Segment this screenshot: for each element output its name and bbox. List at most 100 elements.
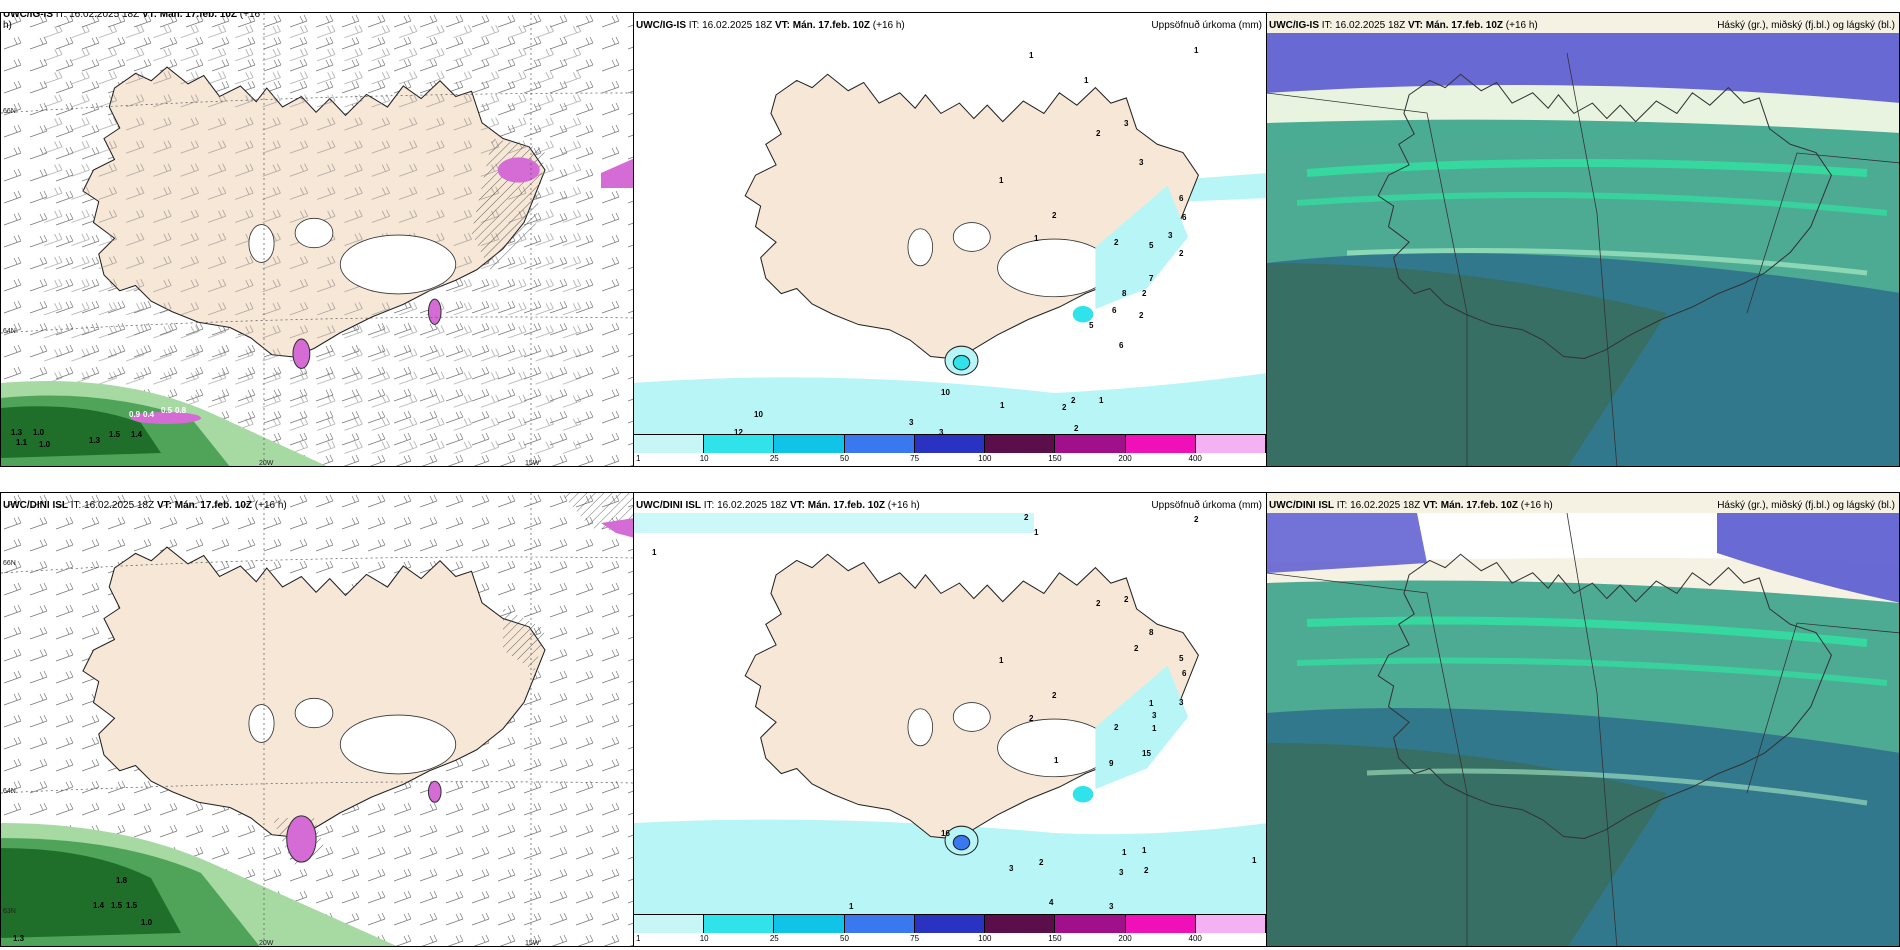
model-name: UWC/DINI ISL [1269, 500, 1334, 511]
panel-bottom-middle-precip: 2 2 1 1 2 2 8 1 5 6 2 1 3 2 3 1 9 15 2 1… [633, 492, 1267, 947]
colorbar-label: 400 [1188, 934, 1202, 943]
lead-time: (+16 [239, 12, 261, 20]
value-label: 1 [1194, 46, 1199, 55]
panel-bottom-right-clouds: UWC/DINI ISL IT: 16.02.2025 18Z VT: Mán.… [1266, 492, 1900, 947]
field-label: Uppsöfnuð úrkoma (mm) [1151, 500, 1262, 511]
value-label: 3 [1119, 868, 1124, 877]
value-label: 3 [1179, 698, 1184, 707]
lead-time: (+16 h) [872, 20, 905, 31]
value-label: 1.5 [109, 430, 121, 439]
value-label: 3 [1152, 711, 1157, 720]
value-label: 2 [1114, 238, 1119, 247]
cloud-map [1267, 13, 1899, 466]
value-label: 1 [1122, 848, 1127, 857]
value-label: 4 [1049, 898, 1054, 907]
lead-time: (+16 h) [1505, 20, 1538, 31]
value-label: 2 [1024, 513, 1029, 522]
value-label: 1.0 [33, 428, 45, 437]
colorbar-label: 1 [636, 934, 641, 943]
model-name: UWC/IG-IS [1269, 20, 1319, 31]
colorbar-label: 100 [978, 934, 992, 943]
value-label: 6 [1112, 306, 1117, 315]
panel-title: UWC/DINI ISL IT: 16.02.2025 18Z VT: Mán.… [636, 500, 920, 511]
init-time: IT: 16.02.2025 18Z [688, 20, 773, 31]
value-label: 2 [1134, 644, 1139, 653]
lead-time: (+16 h) [254, 500, 287, 511]
model-name: UWC/DINI ISL [3, 500, 68, 511]
value-label: 3 [1109, 902, 1114, 911]
init-time: IT: 16.02.2025 18Z [1336, 500, 1421, 511]
colorbar-label: 150 [1048, 454, 1062, 463]
panel-title: UWC/DINI ISL IT: 16.02.2025 18Z VT: Mán.… [3, 500, 287, 511]
colorbar-segment [1055, 435, 1126, 453]
value-label: 1.3 [89, 436, 101, 445]
colorbar-segment [1195, 435, 1266, 453]
value-label: 3 [939, 428, 944, 437]
valid-time: VT: Mán. 17.feb. 10Z [774, 20, 870, 31]
lead-time: (+16 h) [887, 500, 920, 511]
panel-top-right-clouds: UWC/IG-IS IT: 16.02.2025 18Z VT: Mán. 17… [1266, 12, 1900, 467]
wind-map: 20W 15W 66N 64N 63N 1.8 1.4 1.5 1.5 1.0 … [1, 493, 633, 946]
colorbar-segment [914, 435, 986, 453]
lat-label-66n: 66N [3, 560, 16, 567]
panel-top-middle-precip: 1 1 2 3 3 1 2 1 2 5 6 6 3 2 2 7 8 2 6 5 … [633, 12, 1267, 467]
colorbar-label: 75 [910, 934, 920, 943]
cloud-map [1267, 493, 1899, 946]
value-label: 1.4 [93, 901, 105, 910]
lead-time: (+16 h) [1520, 500, 1553, 511]
model-name: UWC/DINI ISL [636, 500, 701, 511]
colorbar-labels: 1 10 25 50 75 100 150 200 400 [634, 934, 1266, 946]
value-label: 2 [1194, 515, 1199, 524]
init-time: IT: 16.02.2025 18Z [55, 12, 140, 20]
value-label: 2 [1096, 129, 1101, 138]
value-label: 1.4 [131, 430, 143, 439]
init-time: IT: 16.02.2025 18Z [703, 500, 788, 511]
value-label: 3 [1124, 119, 1129, 128]
value-label: 2 [1142, 289, 1147, 298]
valid-time: VT: Mán. 17.feb. 10Z [789, 500, 885, 511]
value-label: 2 [1039, 858, 1044, 867]
colorbar-segment [634, 915, 705, 933]
colorbar-labels: 1 10 25 50 75 100 150 200 400 [634, 454, 1266, 466]
value-label: 2 [1071, 396, 1076, 405]
value-label: 2 [1062, 403, 1067, 412]
value-label: 8 [1149, 628, 1154, 637]
value-label: 1 [1034, 234, 1039, 243]
value-label: 0.4 [143, 410, 155, 419]
value-label: 0.8 [175, 406, 187, 415]
panel-title: UWC/DINI ISL IT: 16.02.2025 18Z VT: Mán.… [1269, 500, 1553, 511]
value-label: 1.3 [11, 428, 23, 437]
valid-time: VT: Mán. 17.feb. 10Z [1422, 500, 1518, 511]
lat-label-64n: 64N [3, 788, 16, 795]
value-label: 2 [1179, 249, 1184, 258]
precip-map: 1 1 2 3 3 1 2 1 2 5 6 6 3 2 2 7 8 2 6 5 … [634, 46, 1266, 438]
colorbar-label: 200 [1118, 934, 1132, 943]
value-label: 1 [1252, 856, 1257, 865]
value-label: 3 [1168, 231, 1173, 240]
value-label: 5 [1179, 654, 1184, 663]
value-label: 1 [999, 656, 1004, 665]
value-label: 1.8 [116, 876, 128, 885]
panel-title: UWC/IG-IS IT: 16.02.2025 18Z VT: Mán. 17… [1269, 20, 1538, 31]
colorbar-label: 10 [699, 454, 709, 463]
value-label: 2 [1052, 691, 1057, 700]
value-label: 1 [849, 902, 854, 911]
value-label: 2 [1144, 866, 1149, 875]
value-label: 16 [941, 829, 950, 838]
valid-time: VT: Mán. 17.feb. 10Z [141, 12, 237, 20]
value-label: 5 [1149, 241, 1154, 250]
panel-top-left-wind: 20W 15W 66N 64N 1.3 1.0 1.1 1.0 1.5 1.4 … [0, 12, 634, 467]
colorbar [634, 914, 1266, 933]
value-label: 1 [1054, 756, 1059, 765]
colorbar-segment [634, 435, 705, 453]
value-label: 12 [734, 428, 743, 437]
value-label: 1.0 [39, 440, 51, 449]
panel-title: UWC/IG-IS IT: 16.02.2025 18Z VT: Mán. 17… [3, 12, 261, 31]
value-label: 2 [1124, 595, 1129, 604]
value-label: 1.3 [13, 934, 25, 943]
value-label: 0.5 [161, 406, 173, 415]
value-label: 2 [1052, 211, 1057, 220]
colorbar-label: 400 [1188, 454, 1202, 463]
colorbar-segment [844, 915, 915, 933]
colorbar-label: 200 [1118, 454, 1132, 463]
